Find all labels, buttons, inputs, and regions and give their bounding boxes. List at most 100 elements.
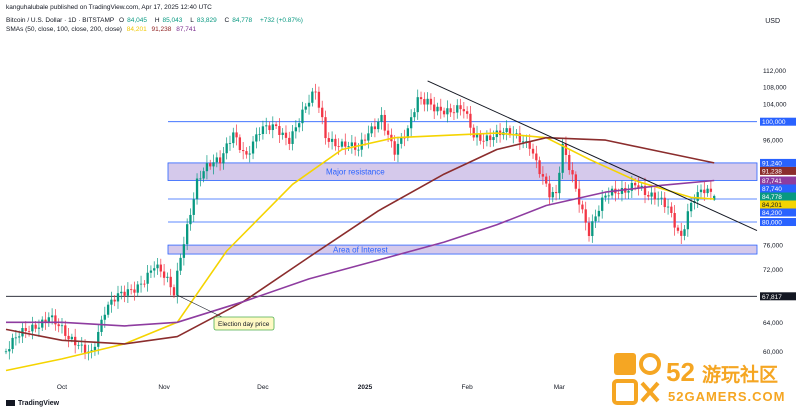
y-tick-label: 112,000	[763, 68, 786, 75]
candle-up	[90, 350, 93, 352]
candle-down	[133, 289, 136, 293]
price-tag-label: 91,240	[762, 160, 782, 167]
candle-down	[581, 204, 584, 210]
candle-up	[340, 141, 344, 147]
x-tick-label: Nov	[158, 384, 170, 391]
candle-down	[238, 137, 242, 151]
candle-down	[169, 276, 172, 288]
candle-down	[123, 291, 126, 296]
y-tick-label: 60,000	[763, 349, 783, 356]
candle-up	[660, 197, 663, 199]
candle-down	[113, 299, 116, 302]
candle-down	[676, 227, 680, 231]
candle-up	[232, 132, 235, 144]
candle-up	[212, 162, 215, 167]
price-change: +732 (+0.87%)	[259, 17, 303, 24]
candle-up	[456, 105, 459, 113]
candle-down	[633, 182, 637, 186]
price-tag	[760, 292, 796, 301]
candle-up	[103, 314, 106, 320]
candle-down	[218, 157, 222, 164]
y-tick-label: 108,000	[763, 85, 787, 92]
tradingview-logo[interactable]: TradingView	[6, 400, 59, 407]
candle-up	[120, 291, 123, 294]
y-tick-label: 76,000	[763, 243, 783, 250]
candle-up	[706, 188, 709, 194]
candle-down	[386, 130, 390, 135]
candle-up	[307, 102, 311, 107]
price-tag-label: 100,000	[762, 119, 786, 126]
price-tag-label: 84,200	[762, 210, 782, 217]
price-tag	[760, 117, 796, 126]
candle-up	[80, 344, 83, 346]
candle-down	[472, 127, 475, 138]
candle-up	[630, 182, 633, 191]
sma-label: SMAs (50, close, 100, close, 200, close)	[6, 26, 122, 33]
publisher-line: kanguhalubale published on TradingView.c…	[6, 4, 212, 11]
candle-up	[357, 149, 360, 151]
candle-up	[248, 153, 251, 155]
candle-down	[235, 132, 238, 138]
candle-up	[594, 216, 597, 222]
price-tag-label: 80,000	[762, 220, 782, 227]
candle-down	[327, 138, 330, 142]
candle-down	[508, 128, 512, 136]
candle-down	[54, 315, 57, 325]
candle-down	[44, 319, 47, 322]
candle-up	[683, 229, 686, 236]
sma200-line	[6, 179, 715, 327]
candle-down	[442, 110, 446, 115]
price-tag	[760, 208, 796, 217]
candle-down	[548, 183, 551, 198]
price-tag-label: 84,201	[762, 202, 782, 209]
candle-up	[627, 190, 630, 193]
candle-down	[459, 105, 462, 110]
zone-band	[167, 162, 758, 181]
candle-up	[367, 133, 370, 141]
candle-up	[304, 106, 307, 110]
candle-up	[156, 264, 159, 269]
candle-up	[409, 117, 413, 129]
x-tick-label: 2025	[358, 384, 373, 391]
candle-down	[571, 170, 574, 175]
price-tag-label: 67,817	[762, 294, 782, 301]
candle-up	[202, 171, 205, 179]
watermark-number: 52	[666, 357, 695, 387]
price-tag	[760, 200, 796, 209]
candle-down	[538, 160, 541, 175]
candle-up	[215, 157, 218, 163]
candle-up	[426, 98, 429, 105]
x-tick-label: Feb	[462, 384, 474, 391]
candle-up	[505, 128, 508, 133]
candle-down	[34, 324, 37, 329]
price-tag-label: 84,778	[762, 194, 782, 201]
candle-down	[584, 209, 587, 223]
candle-down	[680, 230, 683, 236]
candle-down	[564, 143, 568, 155]
zone-band	[167, 244, 758, 255]
x-tick-label: Mar	[554, 384, 566, 391]
candle-down	[314, 91, 317, 93]
symbol-name: Bitcoin / U.S. Dollar · 1D · BITSTAMP	[6, 17, 115, 24]
candle-up	[261, 126, 265, 134]
candle-up	[396, 143, 400, 155]
candle-up	[370, 126, 373, 134]
callout-pointer	[177, 294, 223, 318]
candle-up	[347, 146, 350, 147]
candle-up	[166, 276, 169, 278]
candle-up	[31, 324, 34, 332]
candle-up	[11, 337, 14, 350]
y-tick-label: 64,000	[763, 320, 783, 327]
candle-up	[551, 191, 554, 198]
sma100-value: 91,238	[151, 26, 172, 33]
candle-up	[186, 224, 189, 245]
candle-up	[657, 198, 660, 200]
candle-up	[176, 270, 179, 296]
candle-up	[146, 272, 149, 284]
candle-down	[64, 325, 67, 336]
candle-up	[298, 123, 301, 128]
candle-down	[130, 289, 133, 291]
price-tag-label: 87,740	[762, 186, 782, 193]
y-tick-label: 96,000	[763, 138, 783, 145]
